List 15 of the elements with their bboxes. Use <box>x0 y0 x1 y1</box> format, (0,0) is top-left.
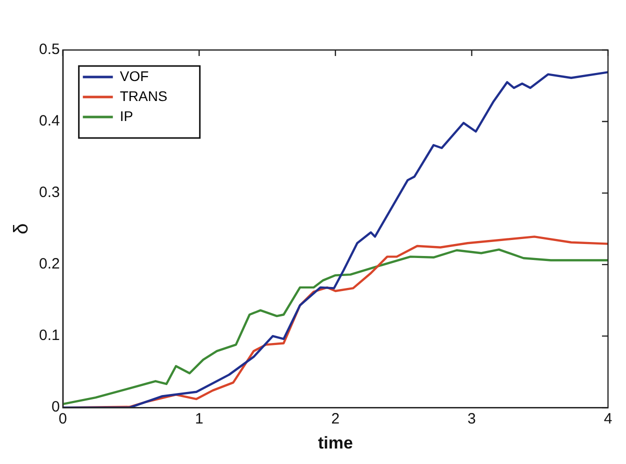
y-tick-label: 0.1 <box>38 327 60 344</box>
x-tick-label: 4 <box>604 410 612 428</box>
x-tick-label: 1 <box>194 410 204 428</box>
y-tick-label: 0 <box>52 398 60 416</box>
y-axis-title: δ <box>10 223 33 234</box>
y-tick-label: 0.4 <box>38 112 60 130</box>
x-tick-label: 2 <box>331 410 340 428</box>
x-tick-label: 3 <box>468 410 476 428</box>
y-tick-label: 0.5 <box>38 41 60 58</box>
legend-label: IP <box>120 108 134 124</box>
legend-label: VOF <box>120 68 149 84</box>
y-tick-label: 0.3 <box>38 184 60 202</box>
legend-label: TRANS <box>120 88 168 104</box>
x-axis-title: time <box>318 433 353 452</box>
y-tick-label: 0.2 <box>38 256 60 273</box>
